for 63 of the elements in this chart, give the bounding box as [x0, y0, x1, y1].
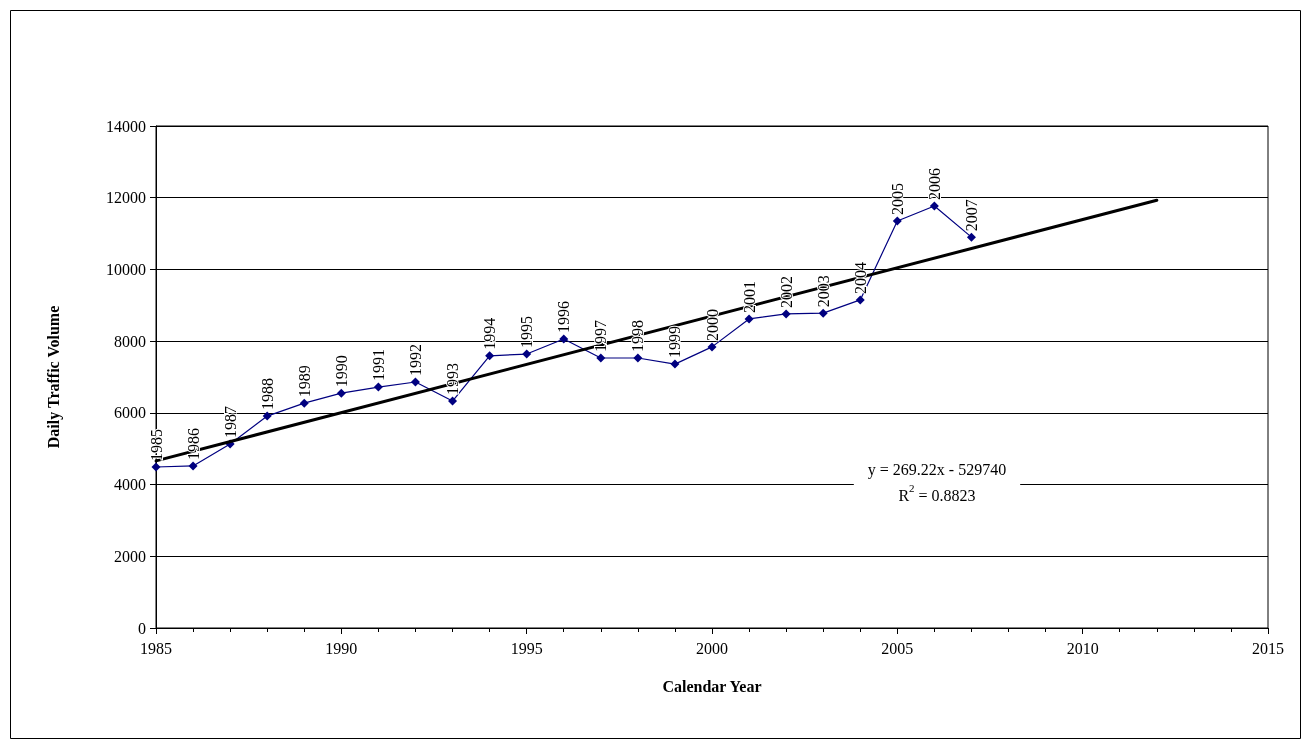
annotation: 1992 — [406, 344, 424, 377]
point — [707, 342, 717, 352]
point — [522, 349, 532, 359]
annotation: 2006 — [925, 167, 943, 200]
annotation: 2003 — [814, 275, 832, 308]
annotation: 1986 — [184, 427, 202, 460]
point — [929, 201, 939, 211]
point — [633, 353, 643, 363]
annotation: 1995 — [518, 316, 536, 349]
point — [892, 216, 902, 226]
y-tick-label: 10000 — [106, 260, 146, 278]
annotation: 1987 — [221, 406, 239, 439]
annotation: 1985 — [147, 429, 165, 461]
annotation: 1988 — [258, 378, 276, 411]
annotation: 1997 — [592, 320, 610, 352]
x-tick-label: 2000 — [696, 639, 728, 657]
x-tick-label: 2005 — [881, 639, 914, 657]
point — [336, 388, 346, 398]
annotation: 1990 — [332, 355, 350, 388]
annotation: 2005 — [888, 183, 906, 216]
point — [151, 462, 161, 472]
x-tick-label: 1995 — [510, 639, 543, 657]
annotation: 1998 — [629, 320, 647, 352]
y-axis-title: Daily Traffic Volume — [44, 305, 63, 449]
x-tick-label: 1990 — [325, 639, 358, 657]
y-tick-label: 8000 — [114, 332, 146, 350]
annotation: 2001 — [740, 280, 758, 313]
point — [485, 351, 495, 361]
point — [188, 461, 198, 471]
x-axis-title: Calendar Year — [662, 677, 762, 695]
annotation: 1996 — [555, 300, 573, 333]
x-tick-label: 2010 — [1066, 639, 1099, 657]
point — [373, 382, 383, 392]
y-tick-label: 2000 — [114, 547, 146, 565]
point — [781, 309, 791, 319]
y-tick-label: 6000 — [114, 404, 146, 422]
point — [744, 314, 754, 324]
annotation: 1989 — [295, 365, 313, 398]
point — [299, 398, 309, 408]
annotation: 1999 — [666, 326, 684, 359]
x-tick-label: 2015 — [1252, 639, 1284, 657]
point — [855, 295, 865, 305]
y-tick-label: 4000 — [114, 476, 146, 494]
annotation: 1993 — [444, 363, 462, 396]
y-tick-label: 14000 — [106, 117, 146, 135]
point — [596, 353, 606, 363]
annotation: 1994 — [481, 317, 499, 350]
point — [262, 411, 272, 421]
y-tick-label: 0 — [138, 619, 146, 637]
annotation: y = 269.22x - 529740 — [867, 460, 1007, 479]
point — [818, 308, 828, 318]
point — [559, 334, 569, 344]
x-tick-label: 1985 — [140, 639, 172, 657]
y-tick-label: 12000 — [106, 189, 146, 207]
point — [670, 359, 680, 369]
point — [966, 232, 976, 242]
point — [448, 396, 458, 406]
annotation: 2002 — [777, 275, 795, 308]
annotation: 2004 — [851, 261, 869, 294]
annotation: 2007 — [962, 199, 980, 232]
annotation: 2000 — [703, 308, 721, 341]
annotation: 1991 — [369, 349, 387, 382]
point — [410, 377, 420, 387]
